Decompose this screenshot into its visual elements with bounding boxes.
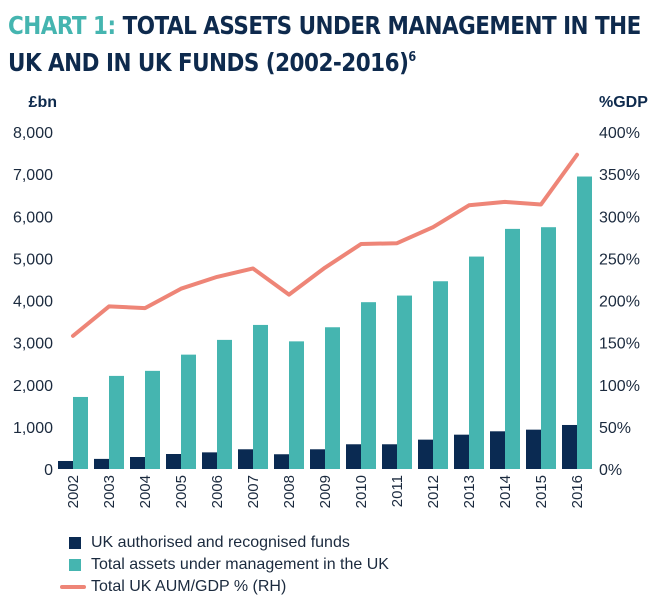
bar-total-aum — [505, 228, 520, 469]
bar-uk-funds — [238, 449, 253, 469]
bar-uk-funds — [490, 431, 505, 469]
bar-total-aum — [397, 295, 412, 469]
x-tick-label: 2004 — [137, 475, 154, 508]
y-axis-right: 0% 50% 100% 150% 200% 250% 300% 350% 400% — [599, 125, 640, 479]
x-tick-label: 2014 — [497, 475, 514, 508]
y-tick-right: 0% — [599, 462, 622, 479]
y-tick-right: 300% — [599, 209, 640, 226]
bar-uk-funds — [418, 439, 433, 469]
x-tick-label: 2007 — [245, 475, 262, 508]
y-tick-right: 200% — [599, 294, 640, 311]
bar-uk-funds — [346, 444, 361, 469]
y-tick-right: 350% — [599, 167, 640, 184]
bar-total-aum — [109, 375, 124, 469]
y-tick-right: 150% — [599, 336, 640, 353]
legend-swatch-navy — [69, 537, 81, 549]
bar-uk-funds — [130, 456, 145, 469]
bars — [58, 176, 592, 469]
bar-total-aum — [325, 327, 340, 469]
x-tick-label: 2006 — [209, 475, 226, 508]
title-line-1-text: TOTAL ASSETS UNDER MANAGEMENT IN THE — [122, 11, 642, 40]
y-tick-right: 250% — [599, 251, 640, 268]
y-tick-left: 7,000 — [13, 167, 53, 184]
y-tick-left: 6,000 — [13, 209, 53, 226]
bar-total-aum — [253, 324, 268, 469]
bar-uk-funds — [58, 460, 73, 469]
legend-label: Total UK AUM/GDP % (RH) — [91, 578, 287, 595]
legend: UK authorised and recognised funds Total… — [60, 532, 389, 598]
x-tick-label: 2010 — [353, 475, 370, 508]
x-tick-label: 2015 — [533, 475, 550, 508]
legend-label: Total assets under management in the UK — [91, 556, 389, 573]
y-tick-left: 3,000 — [13, 336, 53, 353]
chart-title: CHART 1: TOTAL ASSETS UNDER MANAGEMENT I… — [8, 10, 641, 79]
x-tick-label: 2009 — [317, 475, 334, 508]
legend-label: UK authorised and recognised funds — [91, 534, 350, 551]
bar-total-aum — [217, 339, 232, 469]
x-tick-label: 2008 — [281, 475, 298, 508]
bar-uk-funds — [526, 429, 541, 469]
y-axis-right-unit: %GDP — [599, 94, 648, 111]
title-prefix: CHART 1: — [8, 11, 116, 40]
y-tick-right: 50% — [599, 420, 631, 437]
y-tick-left: 5,000 — [13, 251, 53, 268]
bar-uk-funds — [274, 454, 289, 469]
x-tick-label: 2002 — [65, 475, 82, 508]
legend-swatch-teal — [69, 559, 81, 571]
title-line-2-text: UK AND IN UK FUNDS (2002-2016) — [8, 48, 409, 77]
title-line-1: CHART 1: TOTAL ASSETS UNDER MANAGEMENT I… — [8, 10, 641, 42]
y-axis-left: 0 1,000 2,000 3,000 4,000 5,000 6,000 7,000 8,00… — [13, 125, 53, 479]
y-tick-left: 8,000 — [13, 125, 53, 142]
title-footnote: 6 — [408, 50, 416, 65]
legend-item-aum-gdp: Total UK AUM/GDP % (RH) — [60, 576, 389, 598]
y-tick-left: 0 — [44, 462, 53, 479]
x-tick-label: 2012 — [425, 475, 442, 508]
x-tick-label: 2013 — [461, 475, 478, 508]
title-line-2: UK AND IN UK FUNDS (2002-2016)6 — [8, 42, 567, 79]
y-axis-left-unit: £bn — [29, 94, 57, 111]
y-tick-left: 4,000 — [13, 294, 53, 311]
bar-total-aum — [361, 302, 376, 469]
bar-total-aum — [73, 396, 88, 469]
bar-uk-funds — [202, 452, 217, 469]
y-tick-left: 2,000 — [13, 378, 53, 395]
x-tick-label: 2005 — [173, 475, 190, 508]
x-axis: 2002 2003 2004 2005 2006 2007 2008 2009 2010 2011… — [65, 475, 586, 508]
bar-total-aum — [469, 256, 484, 469]
bar-total-aum — [433, 281, 448, 469]
y-tick-right: 100% — [599, 378, 640, 395]
bar-total-aum — [577, 176, 592, 469]
bar-uk-funds — [562, 424, 577, 469]
legend-item-total-aum: Total assets under management in the UK — [60, 554, 389, 576]
bar-total-aum — [541, 227, 556, 469]
x-tick-label: 2003 — [101, 475, 118, 508]
bar-uk-funds — [310, 449, 325, 469]
bar-total-aum — [289, 341, 304, 469]
gdp-line — [71, 152, 579, 338]
legend-swatch-line — [60, 585, 86, 589]
bar-uk-funds — [166, 454, 181, 469]
y-tick-left: 1,000 — [13, 420, 53, 437]
bar-uk-funds — [94, 458, 109, 469]
x-tick-label: 2011 — [389, 475, 406, 507]
y-tick-right: 400% — [599, 125, 640, 142]
gdp-line-series — [71, 152, 579, 338]
legend-item-uk-funds: UK authorised and recognised funds — [60, 532, 389, 554]
bar-total-aum — [181, 354, 196, 469]
bar-uk-funds — [454, 434, 469, 469]
bar-uk-funds — [382, 444, 397, 469]
x-tick-label: 2016 — [569, 475, 586, 508]
bar-total-aum — [145, 370, 160, 469]
